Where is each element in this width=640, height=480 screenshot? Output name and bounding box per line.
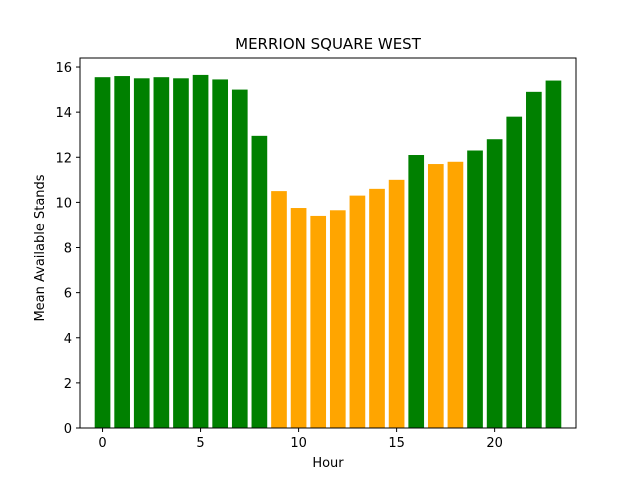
x-tick-label: 15 (388, 436, 405, 451)
bar-hour-3 (153, 77, 170, 429)
x-tick-label: 20 (486, 436, 503, 451)
y-tick-label: 14 (55, 106, 72, 121)
y-tick-label: 4 (64, 332, 72, 347)
bar-hour-8 (251, 135, 268, 428)
chart-title: MERRION SQUARE WEST (235, 35, 422, 53)
y-tick-label: 10 (55, 196, 72, 211)
x-tick-label: 10 (290, 436, 307, 451)
y-tick-label: 2 (64, 377, 72, 392)
x-axis-label: Hour (312, 456, 344, 471)
bar-hour-11 (310, 215, 327, 428)
bar-hour-9 (271, 191, 287, 428)
bar-hour-12 (329, 210, 346, 428)
y-tick-label: 16 (55, 61, 72, 76)
bar-hour-22 (526, 91, 542, 428)
y-tick-label: 6 (64, 287, 72, 302)
y-tick-label: 8 (64, 242, 72, 257)
bars-layer (94, 74, 562, 429)
bar-hour-23 (545, 80, 562, 428)
bar-hour-20 (486, 139, 503, 428)
bar-hour-13 (349, 195, 366, 428)
bar-hour-1 (114, 76, 130, 429)
bar-hour-10 (290, 208, 307, 428)
x-tick-label: 5 (196, 436, 204, 451)
bar-hour-4 (173, 78, 189, 429)
bar-hour-7 (231, 89, 248, 428)
y-axis-label: Mean Available Stands (33, 174, 48, 321)
x-tick-label: 0 (98, 436, 106, 451)
bar-hour-6 (212, 79, 229, 429)
bar-hour-14 (369, 188, 385, 428)
y-tick-label: 0 (64, 422, 72, 437)
bar-hour-16 (408, 155, 425, 428)
bar-hour-5 (192, 74, 209, 429)
plot-frame (79, 57, 577, 429)
axes-layer: 0 5 10 15 20 0 2 4 6 8 10 12 14 16 (55, 57, 577, 451)
bar-hour-2 (133, 78, 150, 429)
y-tick-label: 12 (55, 151, 72, 166)
bar-hour-21 (506, 116, 523, 428)
bar-hour-15 (388, 179, 405, 428)
bar-hour-19 (467, 150, 483, 428)
bar-hour-17 (427, 164, 444, 429)
bar-hour-18 (447, 161, 464, 428)
bar-hour-0 (94, 77, 111, 429)
